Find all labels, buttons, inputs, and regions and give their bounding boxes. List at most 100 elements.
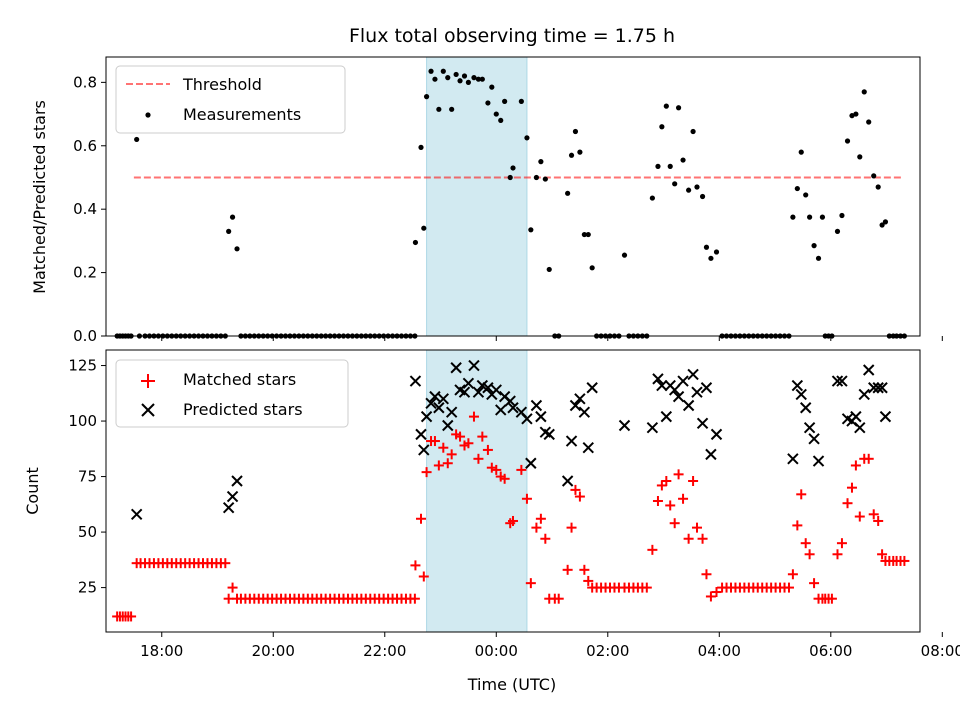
predicted-star-point: [468, 359, 480, 372]
matched-star-point: [826, 593, 837, 604]
bottom-ytick-label: 100: [68, 412, 97, 430]
measurement-point: [234, 246, 240, 252]
matched-star-point: [442, 458, 453, 469]
matched-star-point: [574, 491, 585, 502]
measurement-point: [449, 106, 455, 112]
measurement-point: [857, 154, 863, 160]
predicted-star-point: [450, 362, 462, 374]
measurement-point: [879, 222, 885, 228]
matched-star-point: [678, 493, 689, 504]
predicted-star-point: [565, 435, 578, 447]
predicted-star-point: [862, 364, 875, 376]
matched-star-point: [433, 460, 444, 471]
predicted-star-point: [561, 475, 574, 487]
bottom-axes-frame: [105, 349, 921, 633]
predicted-star-point: [504, 395, 516, 407]
measurement-point: [663, 103, 669, 109]
measurement-point: [815, 255, 822, 261]
measurement-point: [659, 124, 665, 130]
measurement-point: [807, 214, 813, 220]
xtick-label: 02:00: [586, 642, 629, 660]
matched-star-point: [410, 560, 421, 571]
xtick-label: 08:00: [921, 642, 960, 660]
predicted-star-point: [472, 386, 485, 398]
measurement-point: [699, 193, 706, 200]
predicted-star-point: [656, 379, 668, 392]
matched-star-point: [665, 500, 676, 511]
measurement-point: [475, 76, 482, 82]
predicted-star-point: [854, 422, 866, 434]
predicted-star-point: [437, 393, 450, 405]
predicted-star-point: [652, 373, 664, 385]
measurement-point: [518, 98, 524, 104]
measurement-point: [686, 187, 692, 193]
measurement-point: [457, 78, 463, 84]
matched-star-point: [846, 482, 857, 493]
matched-star-point: [482, 444, 493, 455]
measurement-point: [479, 76, 485, 82]
measurement-point: [621, 252, 628, 258]
matched-star-point: [409, 593, 420, 604]
measurement-point: [546, 266, 552, 273]
predicted-star-point: [130, 508, 143, 521]
matched-star-point: [809, 578, 820, 589]
predicted-star-point: [574, 393, 586, 405]
legend-matched-marker: [141, 374, 155, 388]
measurement-point: [524, 135, 530, 141]
predicted-star-point: [495, 404, 507, 416]
matched-star-point: [429, 436, 440, 447]
predicted-star-point: [507, 402, 519, 414]
measurement-point: [134, 136, 140, 143]
measurement-point: [440, 68, 446, 74]
measurement-point: [432, 76, 438, 82]
measurement-point: [485, 100, 491, 106]
matched-star-point: [499, 473, 510, 484]
matched-star-point: [800, 538, 811, 549]
bottom-legend: Matched stars Predicted stars: [115, 359, 349, 428]
measurement-point: [875, 184, 881, 190]
predicted-star-point: [672, 390, 685, 403]
measurement-point: [882, 219, 889, 225]
matched-star-point: [227, 582, 238, 593]
matched-star-point: [223, 593, 234, 604]
matched-star-point: [455, 431, 466, 442]
bottom-ytick-label: 125: [68, 357, 97, 375]
bottom-axes: 18:00 20:00 22:00 00:00 02:00 04:00 06:00 08:00…: [23, 349, 960, 694]
legend-measurements-marker: [145, 112, 151, 118]
predicted-star-point: [525, 457, 537, 469]
matched-star-point: [579, 564, 590, 575]
predicted-star-point: [710, 428, 723, 441]
predicted-star-point: [700, 382, 713, 394]
measurement-point: [680, 157, 686, 163]
measurement-point: [853, 111, 859, 117]
measurement-point: [577, 149, 583, 155]
matched-star-point: [652, 495, 663, 506]
predicted-star-point: [691, 386, 703, 398]
bottom-ytick-label: 75: [78, 468, 97, 486]
measurement-point: [412, 239, 419, 246]
predicted-star-point: [535, 410, 547, 423]
predicted-star-point: [858, 388, 870, 401]
measurement-point: [581, 231, 587, 238]
measurement-point: [510, 165, 516, 171]
measurement-point: [649, 195, 655, 201]
predicted-star-point: [876, 382, 888, 394]
predicted-star-point: [618, 419, 631, 432]
matched-star-point: [438, 442, 449, 453]
measurement-point: [871, 173, 877, 179]
measurement-point: [798, 149, 804, 155]
matched-star-point: [850, 460, 861, 471]
measurement-point: [229, 214, 236, 220]
measurement-point: [542, 176, 548, 182]
predicted-star-point: [787, 453, 799, 465]
predicted-star-point: [222, 501, 235, 514]
predicted-star-point: [791, 379, 804, 392]
matched-star-point: [804, 549, 815, 560]
matched-star-point: [508, 515, 518, 526]
matched-star-point: [516, 464, 527, 475]
measurement-point: [694, 184, 700, 190]
legend-matched-label: Matched stars: [183, 370, 296, 389]
measurement-point: [844, 138, 851, 144]
matched-star-point: [792, 520, 803, 531]
predicted-star-point: [795, 388, 807, 401]
